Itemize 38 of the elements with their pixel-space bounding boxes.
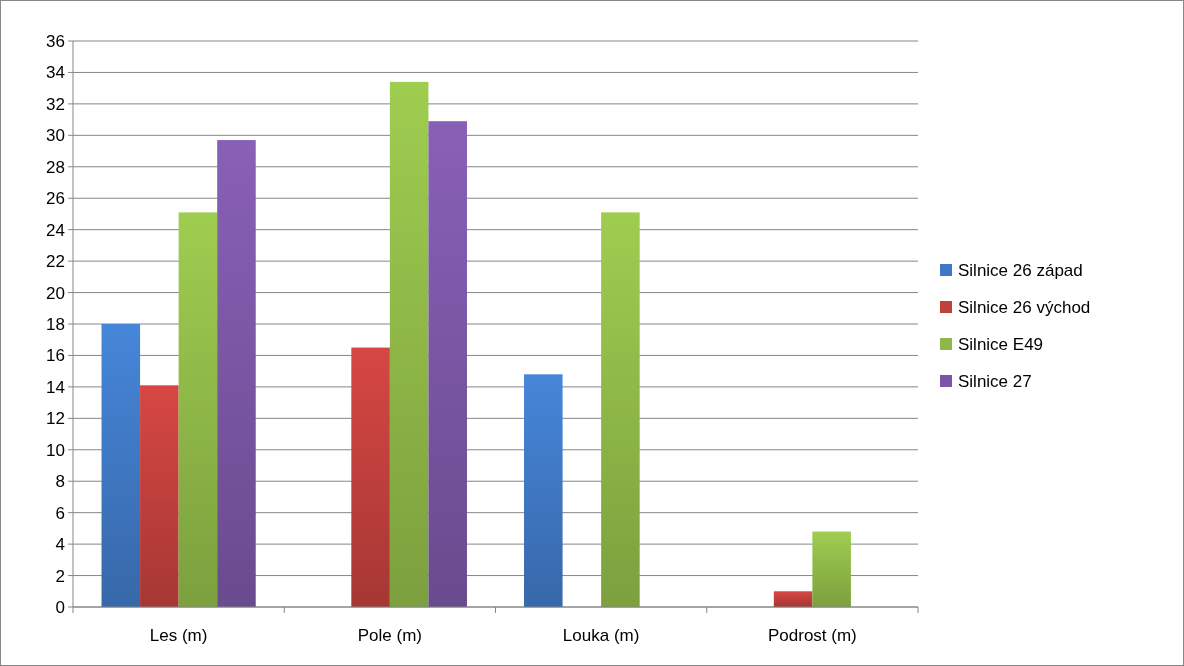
y-tick-label: 10	[46, 440, 65, 460]
y-tick-label: 34	[46, 63, 65, 83]
bar	[389, 81, 429, 607]
x-tick-label: Pole (m)	[357, 626, 422, 645]
bar	[140, 385, 179, 607]
bar	[428, 121, 467, 607]
bar	[178, 212, 218, 607]
bar	[351, 347, 390, 607]
y-tick-label: 26	[46, 189, 65, 209]
bar	[773, 591, 813, 607]
bar	[101, 324, 141, 607]
y-tick-label: 2	[55, 566, 65, 586]
y-tick-label: 12	[46, 409, 65, 429]
legend-label: Silnice 26 západ	[958, 260, 1083, 280]
y-tick-label: 0	[55, 597, 65, 617]
y-tick-label: 28	[46, 157, 65, 177]
y-tick-label: 32	[46, 94, 65, 114]
y-tick-label: 30	[46, 126, 65, 146]
x-tick-label: Les (m)	[149, 626, 208, 645]
x-tick-label: Podrost (m)	[767, 626, 857, 645]
bar	[217, 140, 256, 607]
y-tick-label: 22	[46, 252, 65, 272]
bar	[524, 374, 563, 607]
legend-label: Silnice 26 východ	[958, 297, 1091, 317]
bar	[812, 531, 851, 607]
y-tick-label: 24	[46, 220, 65, 240]
y-tick-label: 8	[55, 472, 65, 492]
y-tick-label: 20	[46, 283, 65, 303]
y-tick-label: 36	[46, 31, 65, 51]
bar	[601, 212, 640, 607]
y-tick-label: 6	[55, 503, 65, 523]
y-tick-label: 4	[55, 535, 65, 555]
legend-label: Silnice E49	[958, 334, 1044, 354]
y-tick-label: 14	[46, 377, 65, 397]
y-tick-label: 18	[46, 314, 65, 334]
x-tick-label: Louka (m)	[562, 626, 640, 645]
legend-label: Silnice 27	[958, 371, 1032, 391]
y-tick-label: 16	[46, 346, 65, 366]
